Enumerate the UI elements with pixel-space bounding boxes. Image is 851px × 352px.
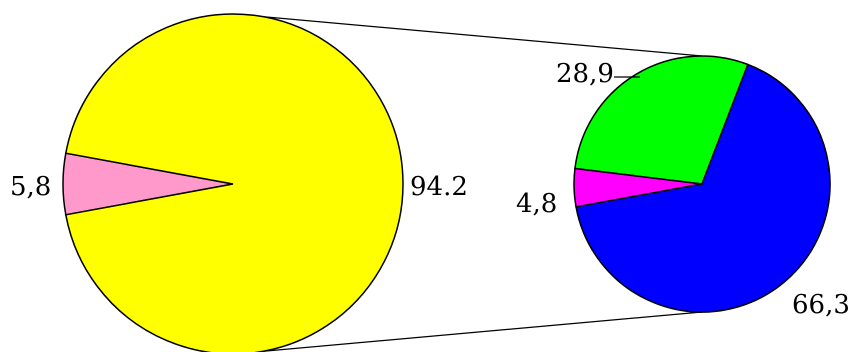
connector-lines: [232, 13, 703, 352]
sub-pie-label-2: 66,3: [792, 290, 850, 320]
main-pie-label-0: 5,8: [10, 172, 51, 202]
sub-pie: [573, 55, 831, 313]
labels: 5,8 94.2 28,9 4,8 66,3: [10, 59, 850, 320]
connector-line-bottom: [248, 311, 703, 352]
connector-line-top: [232, 13, 703, 57]
sub-pie-label-1: 4,8: [516, 189, 557, 219]
main-pie: [62, 13, 404, 352]
sub-pie-slice-2: [575, 63, 831, 313]
sub-pie-label-0: 28,9: [556, 59, 614, 89]
main-pie-slice-1: [64, 13, 404, 352]
sub-pie-slice-0: [574, 55, 749, 185]
main-pie-label-1: 94.2: [410, 172, 468, 202]
